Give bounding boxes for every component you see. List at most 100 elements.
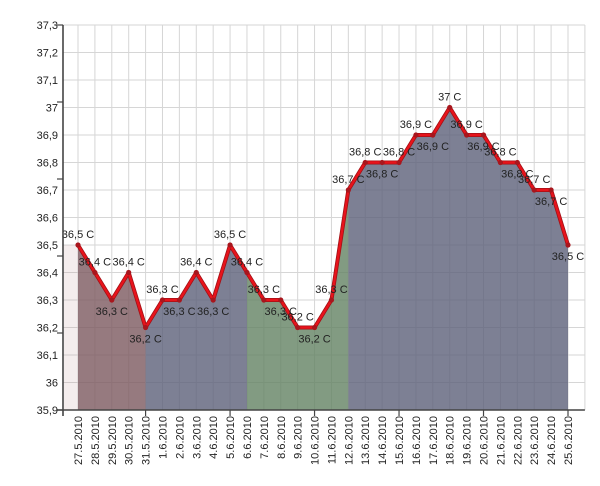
data-point-marker bbox=[497, 159, 504, 166]
x-axis-label: 30.5.2010 bbox=[124, 416, 136, 465]
x-axis-label: 6.6.2010 bbox=[242, 416, 254, 459]
point-label: 36,4 C bbox=[112, 257, 144, 269]
data-point-marker bbox=[514, 159, 520, 166]
x-axis-label: 20.6.2010 bbox=[479, 416, 491, 465]
x-axis-label: 9.6.2010 bbox=[293, 416, 305, 459]
x-axis-label: 22.6.2010 bbox=[512, 416, 524, 465]
x-axis-label: 12.6.2010 bbox=[343, 416, 355, 465]
x-axis-label: 27.5.2010 bbox=[73, 416, 85, 465]
x-axis-label: 19.6.2010 bbox=[462, 416, 474, 465]
point-label: 36,7 C bbox=[518, 174, 550, 186]
y-axis-label: 37 bbox=[46, 103, 58, 115]
x-axis-label: 8.6.2010 bbox=[276, 416, 288, 459]
data-point-marker bbox=[295, 324, 301, 331]
data-point-marker bbox=[565, 242, 571, 248]
point-label: 36,3 C bbox=[197, 306, 229, 318]
point-label: 36,3 C bbox=[96, 306, 128, 318]
y-axis-label: 37,1 bbox=[37, 75, 58, 87]
phase-region-4 bbox=[348, 107, 568, 410]
y-axis-label: 37,2 bbox=[37, 48, 58, 60]
data-point-marker bbox=[126, 269, 132, 276]
x-axis-label: 10.6.2010 bbox=[310, 416, 322, 465]
x-axis-label: 5.6.2010 bbox=[225, 416, 237, 459]
point-label: 36,7 C bbox=[535, 196, 567, 208]
point-label: 36,7 C bbox=[332, 174, 364, 186]
data-point-marker bbox=[447, 104, 453, 111]
data-point-marker bbox=[531, 187, 537, 193]
point-label: 36,8 C bbox=[484, 147, 516, 159]
point-label: 36,4 C bbox=[79, 257, 111, 269]
x-axis-label: 23.6.2010 bbox=[529, 416, 541, 465]
x-axis-label: 11.6.2010 bbox=[326, 416, 338, 464]
y-axis-label: 36 bbox=[46, 378, 58, 390]
temperature-line bbox=[76, 106, 570, 329]
data-point-marker bbox=[244, 269, 250, 276]
data-point-marker bbox=[193, 269, 199, 276]
x-axis-label: 28.5.2010 bbox=[90, 416, 102, 465]
x-axis-label: 14.6.2010 bbox=[377, 416, 389, 465]
x-axis-label: 7.6.2010 bbox=[259, 416, 271, 459]
y-axis-label: 36,1 bbox=[37, 350, 58, 362]
point-label: 36,2 C bbox=[298, 334, 330, 346]
data-point-marker bbox=[75, 242, 81, 248]
data-point-marker bbox=[159, 297, 166, 303]
x-axis-label: 31.5.2010 bbox=[141, 416, 153, 465]
y-axis-label: 36,2 bbox=[37, 323, 58, 335]
phase-region-2 bbox=[145, 245, 247, 410]
point-label: 36,9 C bbox=[450, 119, 482, 131]
x-axis-label: 17.6.2010 bbox=[428, 416, 440, 465]
data-point-marker bbox=[413, 132, 419, 138]
data-point-marker bbox=[92, 269, 98, 276]
data-point-marker bbox=[430, 132, 436, 138]
point-label: 36,5 C bbox=[552, 251, 584, 263]
phase-region-1 bbox=[78, 245, 146, 410]
y-axis-label: 37,3 bbox=[37, 20, 58, 32]
y-axis-label: 36,8 bbox=[37, 158, 58, 170]
data-point-marker bbox=[362, 159, 368, 166]
x-axis-label: 4.6.2010 bbox=[208, 416, 220, 459]
point-label: 36,9 C bbox=[467, 141, 499, 153]
point-label: 36,3 C bbox=[265, 306, 297, 318]
x-axis-label: 21.6.2010 bbox=[495, 416, 507, 465]
y-axis-label: 36,5 bbox=[37, 240, 58, 252]
point-label: 36,8 C bbox=[366, 169, 398, 181]
point-label: 36,3 C bbox=[248, 284, 280, 296]
y-axis-label: 36,4 bbox=[37, 268, 58, 280]
x-axis-label: 25.6.2010 bbox=[563, 416, 575, 465]
data-point-marker bbox=[345, 187, 351, 193]
point-label: 36,2 C bbox=[129, 334, 161, 346]
point-label: 36,2 C bbox=[281, 312, 313, 324]
point-label: 36,3 C bbox=[315, 284, 347, 296]
point-label: 36,4 C bbox=[231, 257, 263, 269]
point-label: 36,9 C bbox=[400, 119, 432, 131]
y-axis-label: 36,9 bbox=[37, 130, 58, 142]
x-axis-label: 16.6.2010 bbox=[411, 416, 423, 465]
lead-in-strip bbox=[64, 245, 78, 410]
data-point-marker bbox=[142, 324, 149, 331]
y-axis-label: 36,7 bbox=[37, 185, 58, 197]
y-axis-label: 36,3 bbox=[37, 295, 58, 307]
data-point-marker bbox=[278, 297, 284, 303]
data-point-marker bbox=[311, 324, 318, 331]
data-point-marker bbox=[480, 132, 487, 138]
data-point-marker bbox=[328, 297, 335, 303]
x-axis-label: 3.6.2010 bbox=[191, 416, 203, 459]
x-axis-label: 18.6.2010 bbox=[445, 416, 457, 465]
x-axis-label: 1.6.2010 bbox=[157, 416, 169, 459]
data-point-marker bbox=[227, 242, 233, 248]
x-axis-label: 15.6.2010 bbox=[394, 416, 406, 465]
x-axis-label: 29.5.2010 bbox=[107, 416, 119, 465]
data-point-marker bbox=[210, 297, 216, 303]
data-point-marker bbox=[261, 297, 267, 303]
data-point-marker bbox=[379, 159, 385, 166]
data-point-marker bbox=[464, 132, 470, 138]
point-label: 36,3 C bbox=[163, 306, 195, 318]
point-label: 36,8 C bbox=[383, 147, 415, 159]
point-label: 36,4 C bbox=[180, 257, 212, 269]
y-axis-label: 36,6 bbox=[37, 213, 58, 225]
x-axis-label: 2.6.2010 bbox=[174, 416, 186, 459]
x-axis-label: 13.6.2010 bbox=[360, 416, 372, 465]
point-label: 37 C bbox=[438, 92, 461, 104]
